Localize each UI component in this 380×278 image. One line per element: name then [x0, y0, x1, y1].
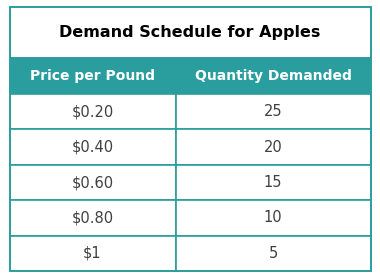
Text: 10: 10 [264, 210, 282, 225]
Text: Price per Pound: Price per Pound [30, 69, 155, 83]
Bar [176, 58, 370, 94]
Text: 5: 5 [268, 246, 278, 261]
Bar [176, 236, 370, 271]
Text: $0.60: $0.60 [71, 175, 114, 190]
Bar [10, 130, 176, 165]
Text: 20: 20 [264, 140, 282, 155]
Text: $0.40: $0.40 [71, 140, 114, 155]
Text: Demand Schedule for Apples: Demand Schedule for Apples [59, 25, 321, 40]
Bar [10, 236, 176, 271]
Bar [176, 94, 370, 130]
Text: $0.80: $0.80 [71, 210, 114, 225]
Bar [10, 94, 176, 130]
Text: 15: 15 [264, 175, 282, 190]
Text: $0.20: $0.20 [71, 104, 114, 119]
Bar [176, 200, 370, 236]
Bar [176, 130, 370, 165]
Bar [10, 58, 176, 94]
Text: Quantity Demanded: Quantity Demanded [195, 69, 352, 83]
Bar [10, 165, 176, 200]
Text: 25: 25 [264, 104, 282, 119]
Bar [10, 7, 370, 58]
Text: $1: $1 [83, 246, 102, 261]
Bar [10, 200, 176, 236]
Bar [176, 165, 370, 200]
